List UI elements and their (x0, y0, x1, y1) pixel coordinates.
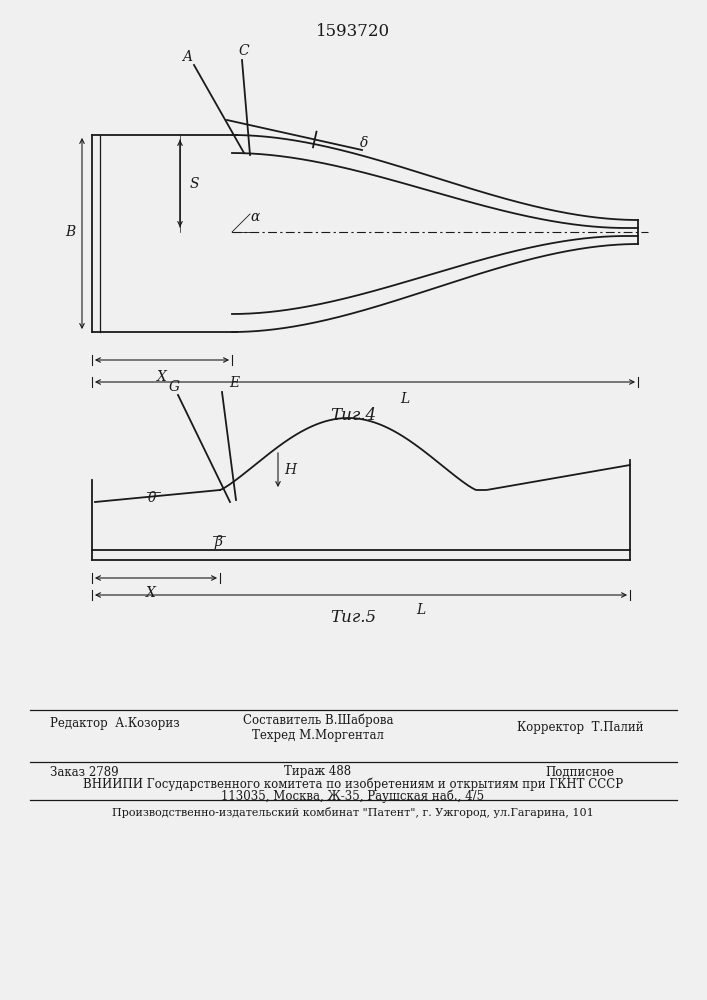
Text: C: C (239, 44, 250, 58)
Text: α: α (250, 210, 259, 224)
Text: E: E (229, 376, 239, 390)
Text: ВНИИПИ Государственного комитета по изобретениям и открытиям при ГКНТ СССР: ВНИИПИ Государственного комитета по изоб… (83, 777, 623, 791)
Text: 113035, Москва, Ж-35, Раушская наб., 4/5: 113035, Москва, Ж-35, Раушская наб., 4/5 (221, 789, 484, 803)
Text: H: H (284, 463, 296, 477)
Text: Τиг.5: Τиг.5 (330, 608, 376, 626)
Text: β: β (214, 535, 222, 549)
Text: G: G (168, 380, 180, 394)
Text: Заказ 2789: Заказ 2789 (50, 766, 119, 778)
Text: Тираж 488: Тираж 488 (284, 766, 351, 778)
Text: Подписное: Подписное (546, 766, 614, 778)
Text: Τиг.4: Τиг.4 (330, 406, 376, 424)
Text: δ: δ (360, 136, 368, 150)
Text: X: X (146, 586, 156, 600)
Text: Редактор  А.Козориз: Редактор А.Козориз (50, 718, 180, 730)
Text: L: L (400, 392, 409, 406)
Text: X: X (157, 370, 167, 384)
Text: Составитель В.Шаброва: Составитель В.Шаброва (243, 713, 393, 727)
Text: Производственно-издательский комбинат "Патент", г. Ужгород, ул.Гагарина, 101: Производственно-издательский комбинат "П… (112, 806, 594, 818)
Text: S: S (190, 176, 199, 190)
Text: θ: θ (148, 491, 156, 505)
Text: L: L (416, 603, 426, 617)
Text: 1593720: 1593720 (316, 23, 390, 40)
Text: Техред М.Моргентал: Техред М.Моргентал (252, 730, 384, 742)
Text: Корректор  Т.Палий: Корректор Т.Палий (517, 722, 643, 734)
Text: B: B (65, 225, 75, 239)
Text: A: A (182, 50, 192, 64)
